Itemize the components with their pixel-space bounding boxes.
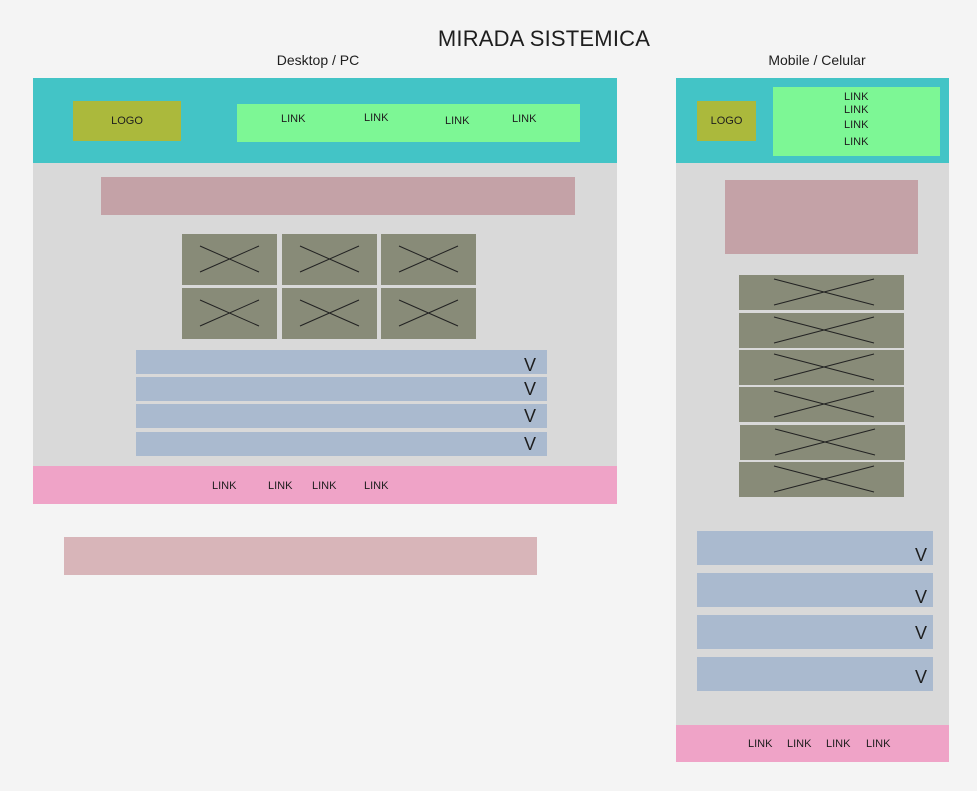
image-placeholder [739, 275, 904, 310]
mobile-nav-link[interactable]: LINK [844, 104, 869, 116]
mobile-nav-link[interactable]: LINK [844, 91, 869, 103]
desktop-nav-link[interactable]: LINK [364, 112, 389, 124]
image-placeholder [381, 234, 476, 285]
desktop-label: Desktop / PC [276, 52, 360, 68]
desktop-footer-link[interactable]: LINK [364, 480, 389, 492]
mobile-accordion-item[interactable] [697, 531, 933, 565]
chevron-down-icon[interactable]: V [915, 623, 928, 643]
desktop-accordion-item[interactable] [136, 350, 547, 374]
mobile-accordion-item[interactable] [697, 573, 933, 607]
image-placeholder [381, 288, 476, 339]
chevron-down-icon[interactable]: V [915, 545, 928, 565]
image-placeholder [739, 462, 904, 497]
desktop-extra-banner [64, 537, 537, 575]
mobile-footer-link[interactable]: LINK [748, 738, 773, 750]
chevron-down-icon[interactable]: V [915, 667, 928, 687]
chevron-down-icon[interactable]: V [915, 587, 928, 607]
image-placeholder [182, 288, 277, 339]
mobile-nav-link[interactable]: LINK [844, 136, 869, 148]
image-placeholder [282, 288, 377, 339]
desktop-accordion-item[interactable] [136, 404, 547, 428]
desktop-nav-link[interactable]: LINK [512, 113, 537, 125]
image-placeholder [739, 350, 904, 385]
mobile-footer-link[interactable]: LINK [787, 738, 812, 750]
mobile-nav [773, 87, 940, 156]
chevron-down-icon[interactable]: V [524, 355, 537, 375]
image-placeholder [739, 313, 904, 348]
desktop-accordion-item[interactable] [136, 377, 547, 401]
chevron-down-icon[interactable]: V [524, 379, 537, 399]
mobile-accordion-item[interactable] [697, 657, 933, 691]
desktop-nav-link[interactable]: LINK [281, 113, 306, 125]
desktop-banner [101, 177, 575, 215]
desktop-footer-link[interactable]: LINK [212, 480, 237, 492]
mobile-accordion-item[interactable] [697, 615, 933, 649]
page-title: MIRADA SISTEMICA [437, 26, 651, 51]
mobile-footer [676, 725, 949, 762]
image-placeholder [182, 234, 277, 285]
desktop-nav [237, 104, 580, 142]
desktop-accordion-item[interactable] [136, 432, 547, 456]
mobile-footer-link[interactable]: LINK [866, 738, 891, 750]
desktop-footer-link[interactable]: LINK [268, 480, 293, 492]
image-placeholder [739, 387, 904, 422]
chevron-down-icon[interactable]: V [524, 434, 537, 454]
mobile-label: Mobile / Celular [768, 52, 866, 68]
desktop-footer-link[interactable]: LINK [312, 480, 337, 492]
desktop-footer [33, 466, 617, 504]
desktop-logo[interactable]: LOGO [73, 101, 181, 141]
mobile-nav-link[interactable]: LINK [844, 119, 869, 131]
mobile-logo[interactable]: LOGO [697, 101, 756, 141]
chevron-down-icon[interactable]: V [524, 406, 537, 426]
mobile-banner [725, 180, 918, 254]
mobile-footer-link[interactable]: LINK [826, 738, 851, 750]
image-placeholder [740, 425, 905, 460]
image-placeholder [282, 234, 377, 285]
desktop-nav-link[interactable]: LINK [445, 115, 470, 127]
